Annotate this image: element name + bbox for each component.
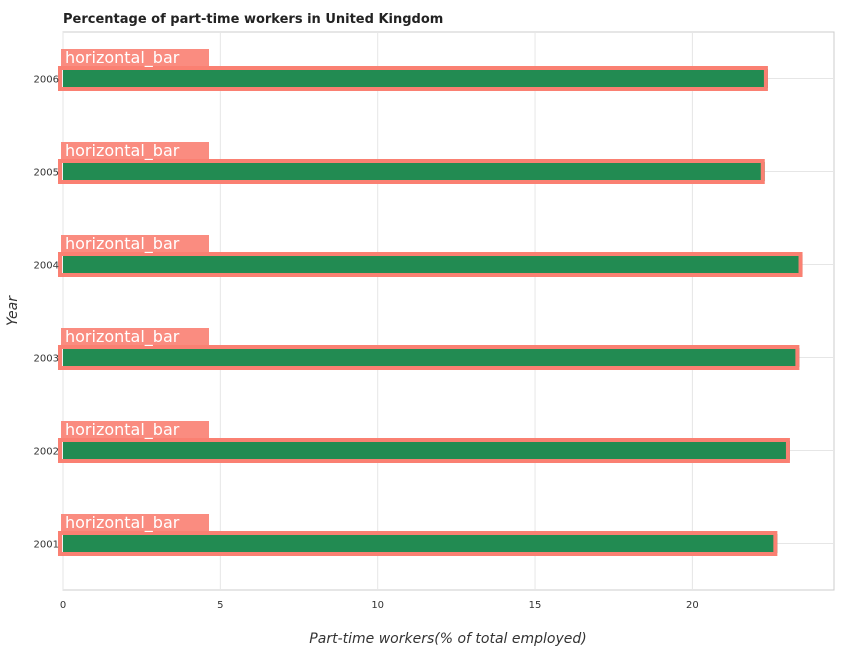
- annotation-label-box: [61, 235, 209, 253]
- bar: [63, 69, 768, 88]
- annotation-label-box: [61, 328, 209, 346]
- bar: [63, 255, 803, 274]
- bar: [63, 348, 800, 367]
- annotation-label-box: [61, 514, 209, 532]
- x-tick-label: 15: [529, 600, 542, 611]
- plot-area: [62, 31, 835, 591]
- y-tick-label: 2002: [34, 447, 59, 458]
- bar-annotation-box: [58, 252, 803, 277]
- y-tick-label: 2006: [34, 75, 59, 86]
- bar-annotation-box: [58, 531, 778, 556]
- annotation-label: horizontal_bar: [65, 234, 180, 254]
- x-tick-labels: 0 5 10 15 20: [60, 600, 699, 611]
- bar-annotation-box: [58, 345, 800, 370]
- annotation-label: horizontal_bar: [65, 513, 180, 533]
- annotation-label: horizontal_bar: [65, 327, 180, 347]
- y-tick-labels: 2001 2002 2003 2004 2005 2006: [34, 75, 59, 551]
- bar-annotation-box: [58, 438, 790, 463]
- y-tick-label: 2003: [34, 354, 59, 365]
- x-tick-label: 10: [371, 600, 384, 611]
- annotation-label-box: [61, 142, 209, 160]
- bar: [63, 162, 765, 181]
- bar: [63, 534, 778, 553]
- x-axis-label: Part-time workers(% of total employed): [309, 631, 586, 647]
- annotation-label: horizontal_bar: [65, 420, 180, 440]
- chart-title: Percentage of part-time workers in Unite…: [63, 12, 443, 27]
- bars: [63, 69, 803, 553]
- annotation-label-box: [61, 49, 209, 67]
- x-tick-label: 5: [217, 600, 223, 611]
- bar-annotation-box: [58, 66, 768, 91]
- annotation-label-box: [61, 421, 209, 439]
- annotations: horizontal_bar horizontal_bar horizontal_b…: [58, 48, 803, 556]
- y-axis-label: Year: [5, 295, 21, 326]
- y-tick-label: 2001: [34, 540, 59, 551]
- bar-annotation-box: [58, 159, 765, 184]
- annotation-label: horizontal_bar: [65, 141, 180, 161]
- x-tick-label: 20: [686, 600, 699, 611]
- y-tick-label: 2005: [34, 168, 59, 179]
- x-tick-label: 0: [60, 600, 66, 611]
- bar: [63, 441, 790, 460]
- annotation-label: horizontal_bar: [65, 48, 180, 68]
- y-tick-label: 2004: [34, 261, 59, 272]
